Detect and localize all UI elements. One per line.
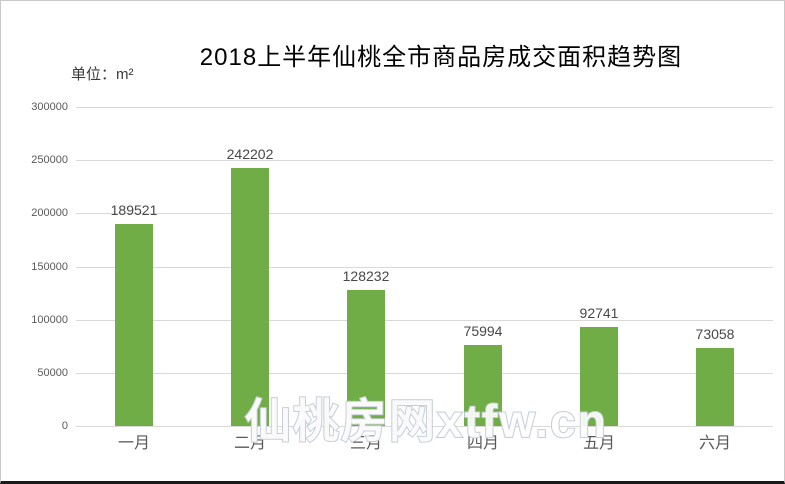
bar-六月 [696,348,734,426]
gridline [76,213,773,214]
x-axis-tick-label: 三月 [349,435,382,452]
y-axis-tick-label: 200000 [31,207,68,219]
gridline [76,267,773,268]
bar-三月 [347,290,385,426]
y-axis-tick-label: 250000 [31,154,68,166]
y-axis-tick-label: 0 [61,420,68,432]
bar-二月 [231,168,269,426]
gridline [76,160,773,161]
gridline [76,320,773,321]
bar-value-label: 75994 [463,323,503,339]
y-axis-tick-label: 150000 [31,261,68,273]
x-axis-tick-label: 四月 [466,435,499,452]
x-axis-tick-label: 一月 [117,435,150,452]
bar-value-label: 73058 [695,326,735,342]
bar-value-label: 128232 [342,268,390,284]
bar-value-label: 92741 [579,305,619,321]
y-axis-tick-label: 50000 [37,367,68,379]
y-axis-tick-label: 300000 [31,101,68,113]
x-axis-tick-label: 六月 [698,435,731,452]
chart-title: 2018上半年仙桃全市商品房成交面积趋势图 [199,44,683,71]
gridline [76,373,773,374]
x-axis-tick-label: 五月 [582,435,615,452]
bar-五月 [580,327,618,426]
unit-label: 单位：m² [71,66,134,83]
bar-一月 [115,224,153,426]
bar-四月 [464,345,502,426]
bar-value-label: 242202 [226,146,274,162]
gridline [76,426,773,427]
gridline [76,107,773,108]
y-axis-tick-label: 100000 [31,314,68,326]
x-axis-tick-label: 二月 [233,435,266,452]
bar-value-label: 189521 [110,202,158,218]
